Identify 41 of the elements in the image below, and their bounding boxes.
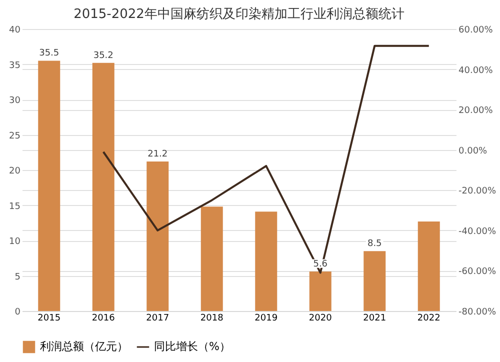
data-label: 5.6 (313, 260, 328, 270)
y2-tick-label: 0.00% (458, 146, 488, 156)
y-tick-label: 25 (9, 131, 20, 142)
x-tick-label: 2015 (38, 314, 61, 324)
x-tick-label: 2016 (92, 314, 116, 324)
y2-tick-label: -80.00% (458, 308, 497, 318)
data-label: 21.2 (148, 150, 168, 160)
x-tick-label: 2019 (254, 314, 278, 324)
y-tick-label: 15 (9, 202, 20, 212)
y2-tick-label: -20.00% (458, 186, 497, 197)
x-tick-label: 2022 (417, 314, 440, 324)
data-label: 35.2 (93, 50, 114, 61)
bar (255, 212, 278, 311)
y-tick-label: 30 (9, 96, 21, 106)
bar (364, 251, 386, 311)
x-tick-label: 2018 (200, 314, 224, 324)
bar (146, 162, 169, 311)
x-tick-label: 2021 (363, 314, 386, 324)
y-tick-label: 40 (9, 26, 21, 36)
bar (309, 272, 332, 311)
y2-tick-label: -60.00% (458, 267, 497, 278)
bar (38, 60, 60, 311)
bar (200, 206, 223, 311)
bar (418, 221, 440, 311)
y2-tick-label: 60.00% (458, 26, 494, 36)
y2-tick-label: -40.00% (458, 226, 497, 237)
y-tick-label: 10 (9, 237, 21, 247)
data-label: 35.5 (39, 48, 60, 59)
y2-tick-label: 40.00% (458, 66, 494, 76)
y-tick-label: 0 (14, 308, 21, 318)
x-tick-label: 2017 (146, 314, 170, 324)
y-tick-label: 20 (9, 166, 21, 176)
y-tick-label: 5 (14, 272, 20, 282)
bar (92, 62, 114, 311)
chart-title: 2015-2022年中国麻纺织及印染精加工行业利润总额统计 (74, 7, 404, 22)
x-tick-label: 2020 (308, 314, 332, 324)
y-tick-label: 35 (9, 60, 20, 71)
legend-label: 利润总额（亿元） (40, 340, 128, 353)
data-label: 8.5 (367, 239, 382, 250)
y2-tick-label: 20.00% (458, 106, 494, 116)
legend-label: 同比增长（%） (154, 340, 230, 353)
